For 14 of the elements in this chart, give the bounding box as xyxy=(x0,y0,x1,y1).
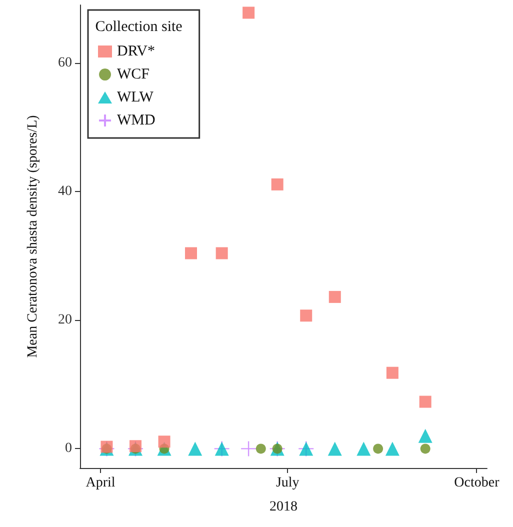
x-tick-label: April xyxy=(86,476,116,490)
legend-title: Collection site xyxy=(95,18,183,35)
legend-label: WLW xyxy=(117,90,154,106)
x-tick-label: July xyxy=(276,476,300,490)
y-tick-label: 60 xyxy=(58,55,72,70)
y-axis-title: Mean Ceratonova shasta density (spores/L) xyxy=(26,114,40,358)
y-tick-label: 40 xyxy=(58,184,72,199)
legend-label: WCF xyxy=(117,66,150,82)
y-tick-label: 0 xyxy=(65,441,72,456)
x-axis-title: 2018 xyxy=(270,500,298,514)
x-tick-label: October xyxy=(454,476,500,490)
legend-label: WMD xyxy=(117,112,156,128)
y-tick-label: 20 xyxy=(58,312,72,328)
legend-label: DRV* xyxy=(117,44,155,60)
